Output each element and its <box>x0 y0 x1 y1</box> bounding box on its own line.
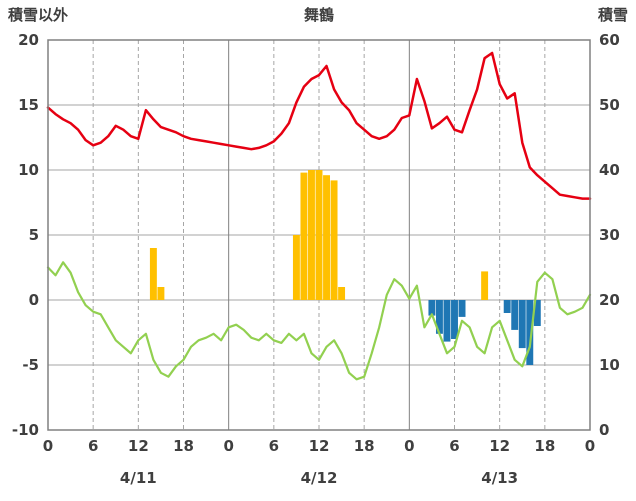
precipitation-bars-bar <box>323 175 330 300</box>
precipitation-bars-bar <box>300 172 308 300</box>
left-tick-label: 10 <box>18 161 39 179</box>
x-tick-label: 12 <box>309 437 330 455</box>
left-tick-label: 20 <box>18 31 39 49</box>
green-line <box>46 261 592 381</box>
right-axis-title: 積雪 <box>597 6 628 24</box>
x-tick-label: 18 <box>354 437 375 455</box>
snowfall-bars-bar <box>526 300 534 365</box>
x-tick-label: 18 <box>173 437 194 455</box>
snowfall-bars-bar <box>533 300 541 326</box>
snowfall-bars-bar <box>518 300 526 349</box>
precipitation-bars-bar <box>315 170 323 300</box>
precipitation-bars-bar <box>330 180 338 300</box>
x-tick-label: 0 <box>43 437 53 455</box>
right-tick-label: 0 <box>599 421 609 439</box>
snowfall-bars-bar <box>458 300 466 317</box>
snowfall-bars-bar <box>503 300 511 313</box>
precipitation-bars-bar <box>481 271 489 300</box>
left-tick-label: -5 <box>22 356 39 374</box>
x-tick-label: 0 <box>223 437 233 455</box>
snowfall-bars-bar <box>428 300 436 316</box>
plot-frame <box>47 39 591 431</box>
left-tick-label: 5 <box>29 226 39 244</box>
date-label: 4/12 <box>301 469 338 487</box>
right-tick-label: 20 <box>599 291 620 309</box>
left-tick-label: 15 <box>18 96 39 114</box>
x-tick-label: 0 <box>404 437 414 455</box>
red-line <box>46 51 592 200</box>
left-tick-label: 0 <box>29 291 39 309</box>
x-tick-label: 12 <box>489 437 510 455</box>
x-tick-label: 6 <box>449 437 459 455</box>
x-tick-label: 6 <box>88 437 98 455</box>
right-tick-label: 60 <box>599 31 620 49</box>
date-label: 4/11 <box>120 469 157 487</box>
x-tick-label: 18 <box>534 437 555 455</box>
x-tick-label: 0 <box>585 437 595 455</box>
snowfall-bars-bar <box>511 300 519 330</box>
right-tick-label: 30 <box>599 226 620 244</box>
date-label: 4/13 <box>481 469 518 487</box>
precipitation-bars-bar <box>157 287 165 300</box>
left-tick-label: -10 <box>12 421 39 439</box>
precipitation-bars-bar <box>338 287 346 300</box>
snowfall-bars-bar <box>435 300 443 334</box>
x-tick-label: 6 <box>269 437 279 455</box>
snowfall-bars-bar <box>443 300 451 342</box>
right-tick-label: 50 <box>599 96 620 114</box>
precipitation-bars-bar <box>292 235 300 300</box>
precipitation-bars-bar <box>149 248 157 300</box>
chart-title: 舞鶴 <box>303 6 334 24</box>
precipitation-bars-bar <box>308 170 315 300</box>
x-tick-label: 12 <box>128 437 149 455</box>
right-tick-label: 10 <box>599 356 620 374</box>
right-tick-label: 40 <box>599 161 620 179</box>
left-axis-title: 積雪以外 <box>8 6 69 24</box>
snowfall-bars-bar <box>451 300 458 339</box>
